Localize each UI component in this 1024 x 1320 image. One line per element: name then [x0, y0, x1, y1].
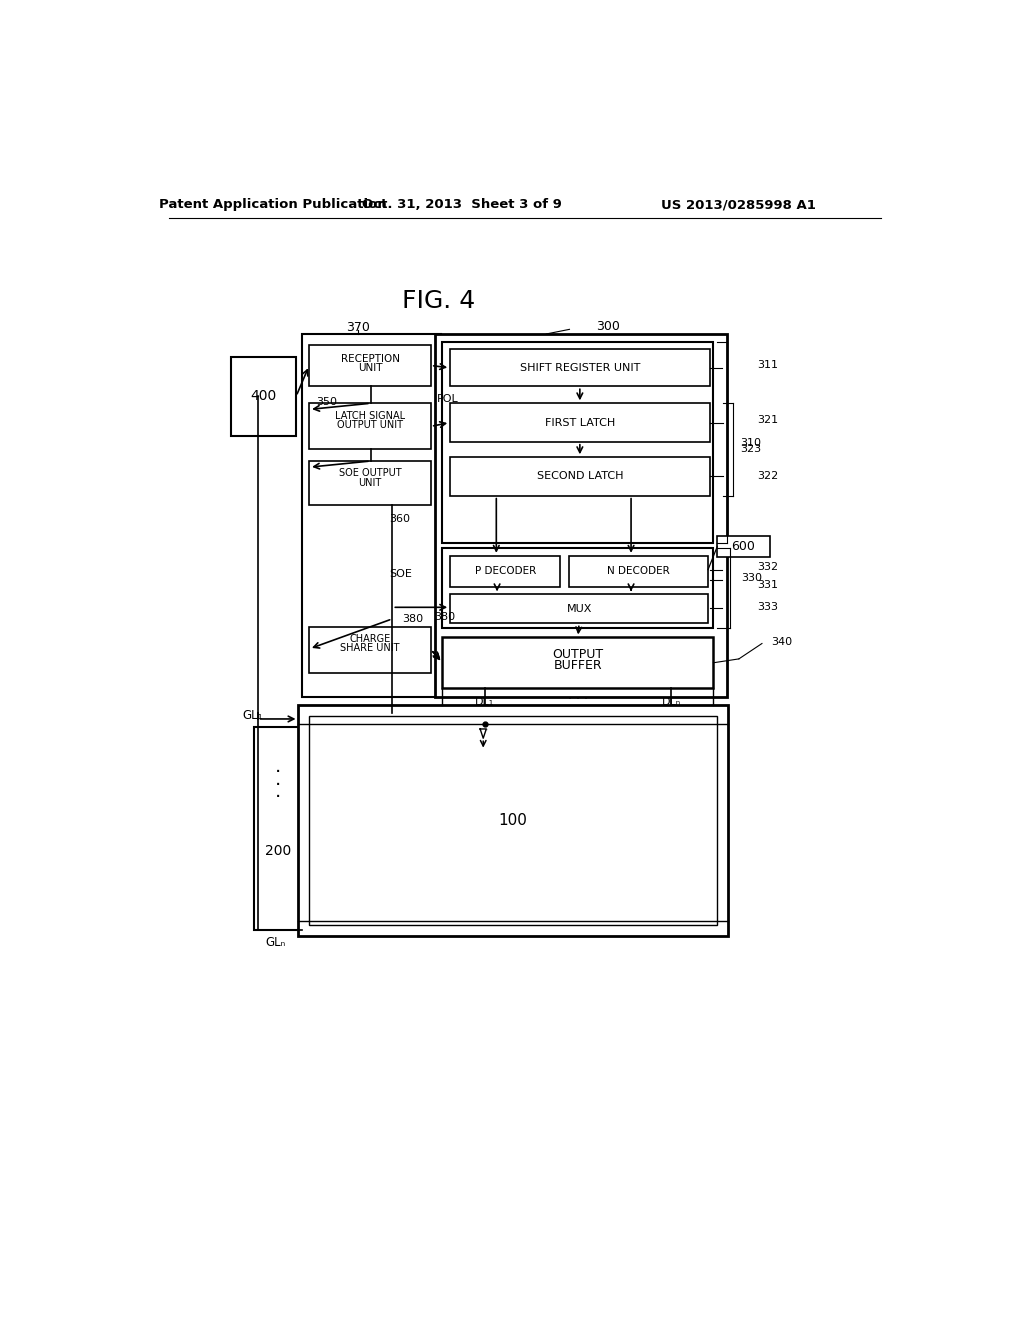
Bar [442, 548, 714, 628]
Bar [569, 556, 708, 586]
Text: 333: 333 [758, 602, 778, 611]
Text: 340: 340 [771, 638, 793, 647]
Text: CHARGE: CHARGE [349, 634, 390, 644]
Text: 300: 300 [596, 319, 620, 333]
Text: BUFFER: BUFFER [554, 659, 602, 672]
Bar [309, 345, 431, 387]
Text: MUX: MUX [566, 603, 592, 614]
Text: SECOND LATCH: SECOND LATCH [537, 471, 624, 482]
Bar [451, 556, 560, 586]
Text: ·: · [274, 776, 281, 795]
Bar [717, 536, 770, 557]
Text: FIG. 4: FIG. 4 [402, 289, 475, 313]
Bar [298, 705, 728, 936]
Text: 400: 400 [250, 389, 276, 404]
Text: GLₙ: GLₙ [265, 936, 286, 949]
Polygon shape [480, 729, 486, 738]
Text: GL₁: GL₁ [242, 709, 262, 722]
Text: 100: 100 [499, 813, 527, 828]
Bar [254, 726, 301, 929]
Text: 332: 332 [758, 561, 778, 572]
Bar [309, 715, 717, 925]
Text: RECEPTION: RECEPTION [341, 354, 399, 363]
Text: ·: · [274, 763, 281, 783]
Text: N DECODER: N DECODER [607, 566, 670, 576]
Text: US 2013/0285998 A1: US 2013/0285998 A1 [662, 198, 816, 211]
Bar [442, 342, 714, 544]
Text: 200: 200 [264, 845, 291, 858]
Text: SOE: SOE [389, 569, 412, 579]
Text: P DECODER: P DECODER [474, 566, 536, 576]
Text: SHARE UNIT: SHARE UNIT [340, 643, 399, 653]
Text: 311: 311 [758, 360, 778, 370]
Text: 600: 600 [731, 540, 756, 553]
Text: 360: 360 [389, 513, 411, 524]
Text: ·: · [274, 788, 281, 807]
Text: 380: 380 [434, 612, 455, 622]
Text: POL: POL [437, 393, 459, 404]
Text: DLₙ: DLₙ [662, 697, 681, 708]
Bar [451, 350, 710, 387]
Bar [301, 334, 441, 697]
Text: 310: 310 [740, 437, 762, 447]
Text: 380: 380 [402, 614, 423, 624]
Text: · · ·: · · · [568, 693, 588, 706]
Bar [230, 358, 296, 436]
Text: DL₁: DL₁ [475, 697, 495, 708]
Text: SOE OUTPUT: SOE OUTPUT [339, 469, 401, 478]
Text: 322: 322 [758, 471, 778, 480]
Text: 331: 331 [758, 579, 778, 590]
Bar [451, 457, 710, 496]
Text: LATCH SIGNAL: LATCH SIGNAL [335, 411, 406, 421]
Text: UNIT: UNIT [358, 478, 382, 487]
Text: SHIFT REGISTER UNIT: SHIFT REGISTER UNIT [519, 363, 640, 372]
Bar [309, 404, 431, 449]
Bar [309, 627, 431, 673]
Text: 330: 330 [741, 573, 762, 583]
Text: 350: 350 [316, 397, 337, 407]
Text: Oct. 31, 2013  Sheet 3 of 9: Oct. 31, 2013 Sheet 3 of 9 [361, 198, 561, 211]
Text: 323: 323 [740, 445, 762, 454]
Bar [435, 334, 727, 697]
Text: OUTPUT UNIT: OUTPUT UNIT [337, 420, 403, 430]
Text: FIRST LATCH: FIRST LATCH [545, 417, 615, 428]
Text: UNIT: UNIT [357, 363, 382, 372]
Bar [309, 461, 431, 506]
Bar [442, 638, 714, 688]
Bar [451, 404, 710, 442]
Bar [451, 594, 708, 623]
Text: 370: 370 [346, 321, 370, 334]
Text: Patent Application Publication: Patent Application Publication [159, 198, 387, 211]
Text: OUTPUT: OUTPUT [552, 648, 603, 661]
Text: 321: 321 [758, 416, 778, 425]
